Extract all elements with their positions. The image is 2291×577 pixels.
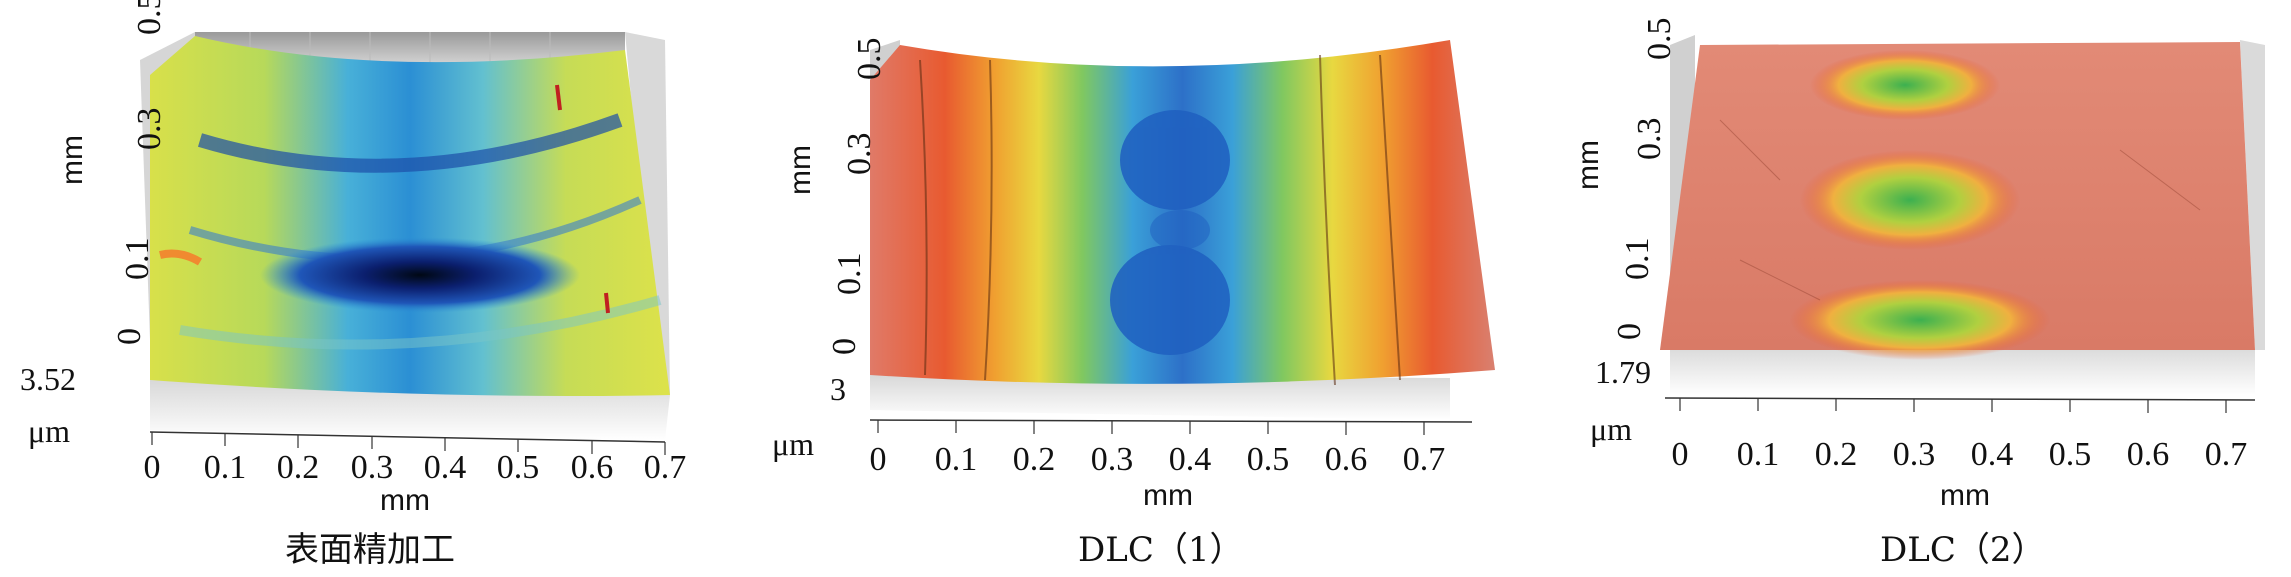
y-axis-label: mm	[56, 135, 89, 185]
x-tick-7: 0.7	[644, 449, 687, 486]
x-tick-0: 0	[1672, 436, 1689, 473]
y-tick-0: 0	[1611, 323, 1648, 340]
z-max: 3	[830, 371, 846, 407]
x-tick-2: 0.2	[277, 449, 320, 486]
x-tick-6: 0.6	[2127, 436, 2170, 473]
x-tick-7: 0.7	[2205, 436, 2248, 473]
z-unit: μm	[28, 413, 70, 449]
x-tick-6: 0.6	[571, 449, 614, 486]
caption-2: DLC（1）	[1078, 530, 1244, 570]
x-tick-1: 0.1	[204, 449, 247, 486]
y-tick-01: 0.1	[831, 253, 868, 296]
x-tick-6: 0.6	[1325, 441, 1368, 478]
y-tick-03: 0.3	[841, 133, 878, 176]
x-tick-3: 0.3	[1893, 436, 1936, 473]
y-tick-0: 0	[111, 328, 148, 345]
y-tick-03: 0.3	[131, 108, 168, 151]
y-tick-05: 0.5	[851, 38, 888, 81]
x-tick-5: 0.5	[2049, 436, 2092, 473]
x-axis-label: mm	[380, 484, 430, 517]
z-unit: μm	[1590, 411, 1632, 447]
surface-plot-3: 0 0.1 0.2 0.3 0.4 0.5 0.6 0.7 mm 0.5 0.3…	[1572, 18, 2265, 512]
y-axis-label: mm	[784, 145, 817, 195]
y-tick-01: 0.1	[119, 238, 156, 281]
x-tick-5: 0.5	[1247, 441, 1290, 478]
x-tick-0: 0	[870, 441, 887, 478]
x-tick-1: 0.1	[935, 441, 978, 478]
x-axis-label: mm	[1143, 479, 1193, 512]
x-tick-4: 0.4	[1169, 441, 1212, 478]
x-tick-0: 0	[144, 449, 161, 486]
z-unit: μm	[772, 426, 814, 462]
x-tick-3: 0.3	[351, 449, 394, 486]
x-tick-7: 0.7	[1403, 441, 1446, 478]
x-axis-label: mm	[1940, 479, 1990, 512]
caption-1: 表面精加工	[285, 530, 455, 570]
y-tick-01: 0.1	[1619, 238, 1656, 281]
panel-surface-finish: 0 0.1 0.2 0.3 0.4 0.5 0.6 0.7 mm 0.5 0.3…	[0, 0, 760, 577]
x-tick-2: 0.2	[1815, 436, 1858, 473]
panel-dlc-1: 0 0.1 0.2 0.3 0.4 0.5 0.6 0.7 mm 0.5 0.3…	[760, 0, 1520, 577]
y-tick-0: 0	[826, 338, 863, 355]
x-tick-4: 0.4	[424, 449, 467, 486]
x-tick-2: 0.2	[1013, 441, 1056, 478]
x-tick-4: 0.4	[1971, 436, 2014, 473]
x-tick-3: 0.3	[1091, 441, 1134, 478]
panel-dlc-2: 0 0.1 0.2 0.3 0.4 0.5 0.6 0.7 mm 0.5 0.3…	[1520, 0, 2280, 577]
z-max: 3.52	[20, 361, 76, 397]
z-max: 1.79	[1595, 354, 1651, 390]
surface-plot-1: 0 0.1 0.2 0.3 0.4 0.5 0.6 0.7 mm 0.5 0.3…	[20, 0, 687, 517]
caption-3: DLC（2）	[1880, 530, 2046, 570]
y-axis-label: mm	[1572, 140, 1605, 190]
y-tick-05: 0.5	[131, 0, 168, 35]
y-tick-05: 0.5	[1641, 18, 1678, 61]
x-tick-5: 0.5	[497, 449, 540, 486]
y-tick-03: 0.3	[1631, 118, 1668, 161]
surface-plot-2: 0 0.1 0.2 0.3 0.4 0.5 0.6 0.7 mm 0.5 0.3…	[772, 38, 1495, 512]
x-tick-1: 0.1	[1737, 436, 1780, 473]
